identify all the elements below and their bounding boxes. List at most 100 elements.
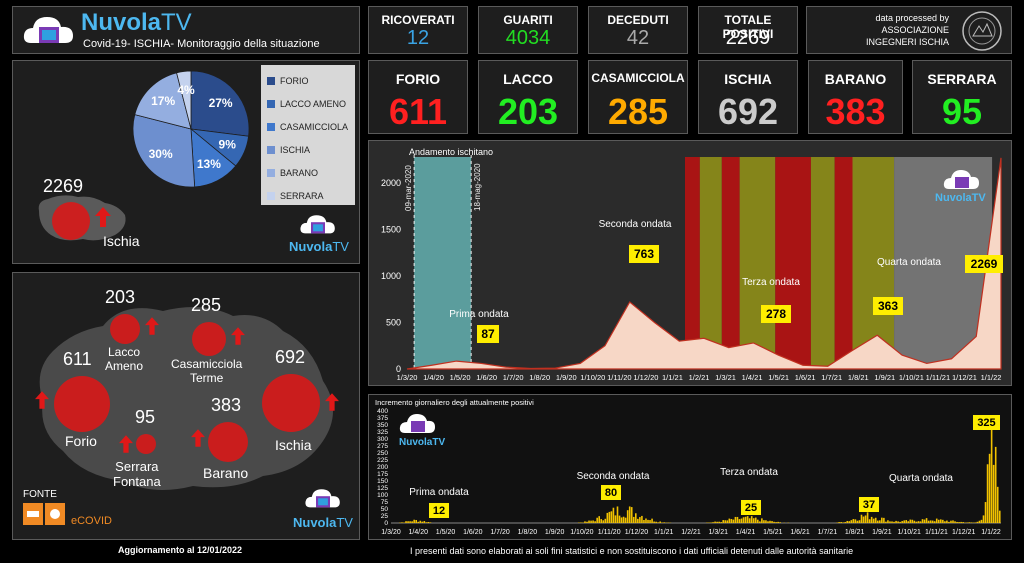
cloud-tv-logo-icon (23, 17, 73, 43)
value-badge (629, 245, 659, 263)
chart-band (852, 157, 895, 369)
association-line3: INGEGNERI ISCHIA (865, 37, 949, 47)
up-arrow-icon (119, 435, 133, 453)
serrara-bubble (136, 434, 156, 454)
daily-bar (988, 453, 991, 523)
daily-bar (417, 521, 420, 523)
up-arrow-icon (191, 429, 205, 447)
daily-bar (986, 464, 989, 523)
chart-band (775, 157, 811, 369)
nuvolatv-watermark: NuvolaTV (935, 170, 986, 204)
stat-value: 2269 (725, 27, 771, 49)
daily-bar (630, 507, 633, 523)
daily-bar (752, 518, 755, 523)
daily-bar (600, 519, 603, 523)
pie-label: 4% (177, 83, 195, 97)
daily-bar (933, 521, 936, 523)
daily-bar (893, 521, 895, 523)
daily-bar (919, 521, 922, 523)
y-tick-label: 125 (377, 485, 388, 492)
y-tick-label: 275 (377, 443, 388, 450)
y-tick-label: 250 (377, 450, 388, 457)
cloud-tv-icon (305, 489, 340, 508)
daily-bar (663, 522, 666, 523)
chart-band (739, 157, 776, 369)
daily-bar (712, 522, 714, 523)
barano-value: 383 (211, 395, 242, 415)
daily-bar (990, 429, 993, 523)
value-badge-text: 87 (481, 327, 495, 341)
logo-text-tv: TV (332, 239, 349, 254)
y-tick-label: 225 (377, 457, 388, 464)
daily-bar (724, 520, 727, 523)
association-line2: ASSOCIAZIONE (881, 25, 949, 35)
daily-bar (844, 522, 847, 523)
town-forio: FORIO 611 (368, 60, 468, 134)
daily-bar (966, 522, 969, 523)
x-tick-label: 1/10/20 (580, 373, 605, 382)
lacco-value: 203 (105, 287, 136, 307)
x-tick-label: 1/3/20 (397, 373, 418, 382)
daily-bar (590, 520, 592, 523)
value-badge-text: 37 (863, 499, 875, 511)
stat-label: TOTALE POSITIVI (722, 13, 774, 41)
y-tick-label: 100 (377, 492, 388, 499)
x-tick-label: 1/11/21 (925, 529, 948, 536)
daily-bar (870, 516, 873, 523)
fonte-label: FONTE (23, 489, 57, 500)
daily-bar (624, 517, 627, 523)
value-badge (477, 325, 499, 343)
daily-bar (750, 516, 753, 523)
x-tick-label: 1/3/20 (381, 529, 401, 536)
wave-label: Quarta ondata (889, 473, 953, 484)
value-badge (965, 255, 1003, 273)
daily-bar (628, 506, 631, 523)
value-badge (973, 415, 1000, 430)
value-badge (741, 500, 761, 515)
pie-island-name: Ischia (103, 233, 140, 249)
stat-label: DECEDUTI (607, 13, 669, 27)
daily-bar (726, 520, 729, 523)
daily-bar (763, 520, 765, 523)
lacco-name: Lacco Ameno (105, 345, 144, 373)
legend-swatch (267, 122, 275, 131)
daily-bar (649, 520, 651, 523)
y-tick-label: 0 (396, 364, 401, 374)
daily-bar (653, 521, 655, 523)
daily-bar (856, 520, 859, 523)
y-tick-label: 500 (386, 317, 401, 327)
association-panel: data processed by ASSOCIAZIONE INGEGNERI… (806, 6, 1012, 54)
value-badge (859, 497, 879, 512)
value-badge-text: 363 (878, 299, 898, 313)
trend-chart-panel: 09-mar-2020 18-mag-2020 0 500 1000 1500 2000 1/… (368, 140, 1012, 386)
daily-bar (586, 521, 588, 523)
pie-total: 2269 (43, 176, 84, 196)
wave-label: Seconda ondata (599, 219, 672, 230)
daily-bar (883, 517, 885, 523)
x-tick-label: 1/8/20 (529, 373, 550, 382)
barano-bubble (208, 422, 248, 462)
stat-value: 12 (406, 27, 430, 49)
pie-slice-serrara (176, 70, 192, 130)
daily-bar (994, 446, 997, 523)
daily-bar-chart: Incremento giornaliero degli attualmente… (375, 398, 1001, 536)
town-value: 611 (388, 91, 448, 132)
x-tick-label: 1/5/20 (450, 373, 471, 382)
daily-bar (732, 519, 735, 523)
daily-bar (891, 521, 893, 523)
x-tick-label: 1/5/20 (436, 529, 456, 536)
value-badge-text: 763 (634, 247, 654, 261)
forio-value: 611 (63, 349, 92, 369)
stat-value: 42 (626, 27, 650, 49)
daily-bar (415, 520, 417, 523)
daily-bar (848, 521, 851, 523)
daily-bar (604, 518, 607, 523)
daily-bar (647, 519, 649, 523)
daily-bar (879, 520, 881, 523)
trend-area (406, 157, 1002, 370)
value-badge (873, 297, 903, 315)
value-badge (601, 485, 621, 500)
x-tick-label: 1/1/21 (654, 529, 674, 536)
daily-bar (854, 519, 857, 523)
logo-text-main: Nuvola (293, 515, 337, 530)
